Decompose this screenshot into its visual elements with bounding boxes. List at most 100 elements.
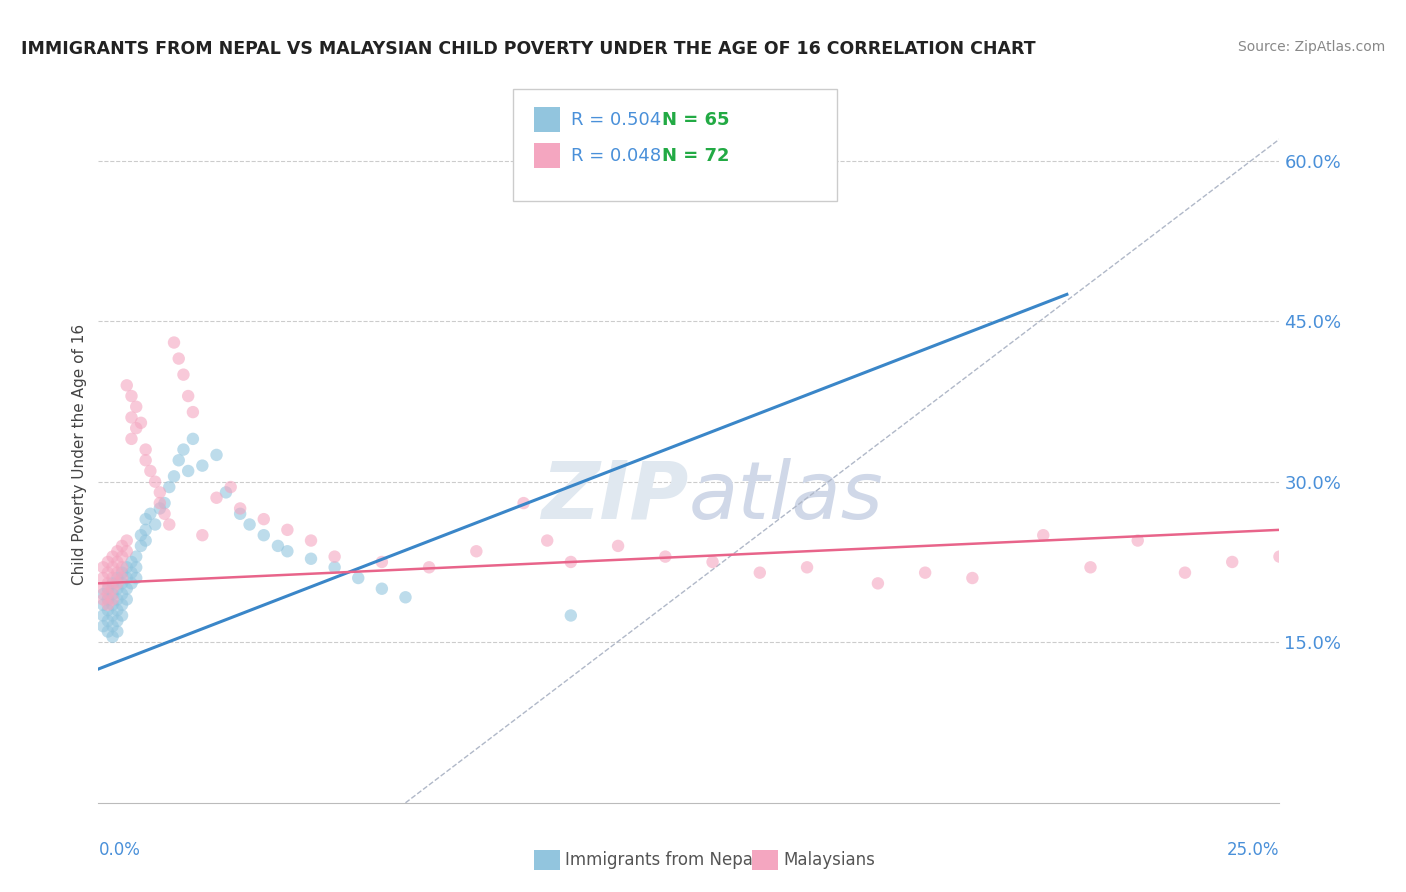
- Point: [1032, 528, 1054, 542]
- Point: [105, 592, 128, 607]
- Text: IMMIGRANTS FROM NEPAL VS MALAYSIAN CHILD POVERTY UNDER THE AGE OF 16 CORRELATION: IMMIGRANTS FROM NEPAL VS MALAYSIAN CHILD…: [21, 40, 1036, 58]
- Point: [97, 582, 120, 596]
- Point: [105, 576, 128, 591]
- Point: [181, 432, 204, 446]
- Point: [135, 442, 157, 457]
- Point: [97, 614, 120, 628]
- Point: [129, 528, 152, 542]
- Text: Immigrants from Nepal: Immigrants from Nepal: [565, 851, 758, 869]
- Point: [105, 544, 128, 558]
- Point: [101, 560, 124, 574]
- Point: [97, 603, 120, 617]
- Text: 0.0%: 0.0%: [98, 841, 141, 859]
- Point: [129, 416, 152, 430]
- Point: [91, 560, 114, 574]
- Point: [239, 517, 262, 532]
- Point: [91, 592, 114, 607]
- Text: R = 0.504: R = 0.504: [571, 112, 672, 129]
- Point: [97, 624, 120, 639]
- Point: [157, 480, 180, 494]
- Point: [157, 517, 180, 532]
- Point: [105, 603, 128, 617]
- Point: [115, 560, 138, 574]
- Point: [101, 630, 124, 644]
- Point: [97, 587, 120, 601]
- Point: [91, 571, 114, 585]
- Text: Source: ZipAtlas.com: Source: ZipAtlas.com: [1237, 40, 1385, 54]
- Point: [560, 608, 582, 623]
- Point: [101, 549, 124, 564]
- Point: [149, 485, 172, 500]
- Point: [101, 587, 124, 601]
- Point: [121, 555, 143, 569]
- Point: [121, 432, 143, 446]
- Point: [135, 512, 157, 526]
- Point: [796, 560, 818, 574]
- Text: atlas: atlas: [689, 458, 884, 536]
- Point: [105, 582, 128, 596]
- Point: [177, 389, 200, 403]
- Point: [115, 378, 138, 392]
- Point: [299, 533, 322, 548]
- Point: [121, 410, 143, 425]
- Point: [276, 544, 298, 558]
- Point: [101, 576, 124, 591]
- Y-axis label: Child Poverty Under the Age of 16: Child Poverty Under the Age of 16: [72, 325, 87, 585]
- Point: [267, 539, 290, 553]
- Point: [1126, 533, 1149, 548]
- Point: [101, 571, 124, 585]
- Point: [253, 512, 276, 526]
- Point: [371, 555, 394, 569]
- Point: [143, 517, 166, 532]
- Point: [125, 421, 148, 435]
- Point: [347, 571, 370, 585]
- Point: [177, 464, 200, 478]
- Point: [191, 528, 214, 542]
- Text: 25.0%: 25.0%: [1227, 841, 1279, 859]
- Point: [115, 592, 138, 607]
- Point: [115, 582, 138, 596]
- Point: [748, 566, 770, 580]
- Text: N = 72: N = 72: [662, 147, 730, 165]
- Point: [215, 485, 238, 500]
- Point: [111, 587, 134, 601]
- Point: [276, 523, 298, 537]
- Point: [111, 598, 134, 612]
- Point: [536, 533, 558, 548]
- Point: [91, 582, 114, 596]
- Point: [101, 608, 124, 623]
- Point: [253, 528, 276, 542]
- Point: [97, 555, 120, 569]
- Point: [172, 368, 194, 382]
- Point: [512, 496, 534, 510]
- Point: [135, 533, 157, 548]
- Point: [143, 475, 166, 489]
- Point: [121, 389, 143, 403]
- Point: [1080, 560, 1102, 574]
- Point: [91, 598, 114, 612]
- Point: [101, 598, 124, 612]
- Point: [323, 560, 346, 574]
- Point: [153, 507, 176, 521]
- Point: [299, 551, 322, 566]
- Point: [191, 458, 214, 473]
- Point: [205, 491, 228, 505]
- Point: [219, 480, 242, 494]
- Point: [1268, 549, 1291, 564]
- Point: [111, 566, 134, 580]
- Point: [105, 571, 128, 585]
- Point: [139, 507, 162, 521]
- Point: [91, 608, 114, 623]
- Point: [135, 453, 157, 467]
- Point: [418, 560, 440, 574]
- Point: [465, 544, 488, 558]
- Point: [97, 592, 120, 607]
- Point: [172, 442, 194, 457]
- Point: [181, 405, 204, 419]
- Point: [167, 351, 190, 366]
- Point: [702, 555, 724, 569]
- Point: [125, 400, 148, 414]
- Point: [163, 335, 186, 350]
- Point: [323, 549, 346, 564]
- Point: [97, 598, 120, 612]
